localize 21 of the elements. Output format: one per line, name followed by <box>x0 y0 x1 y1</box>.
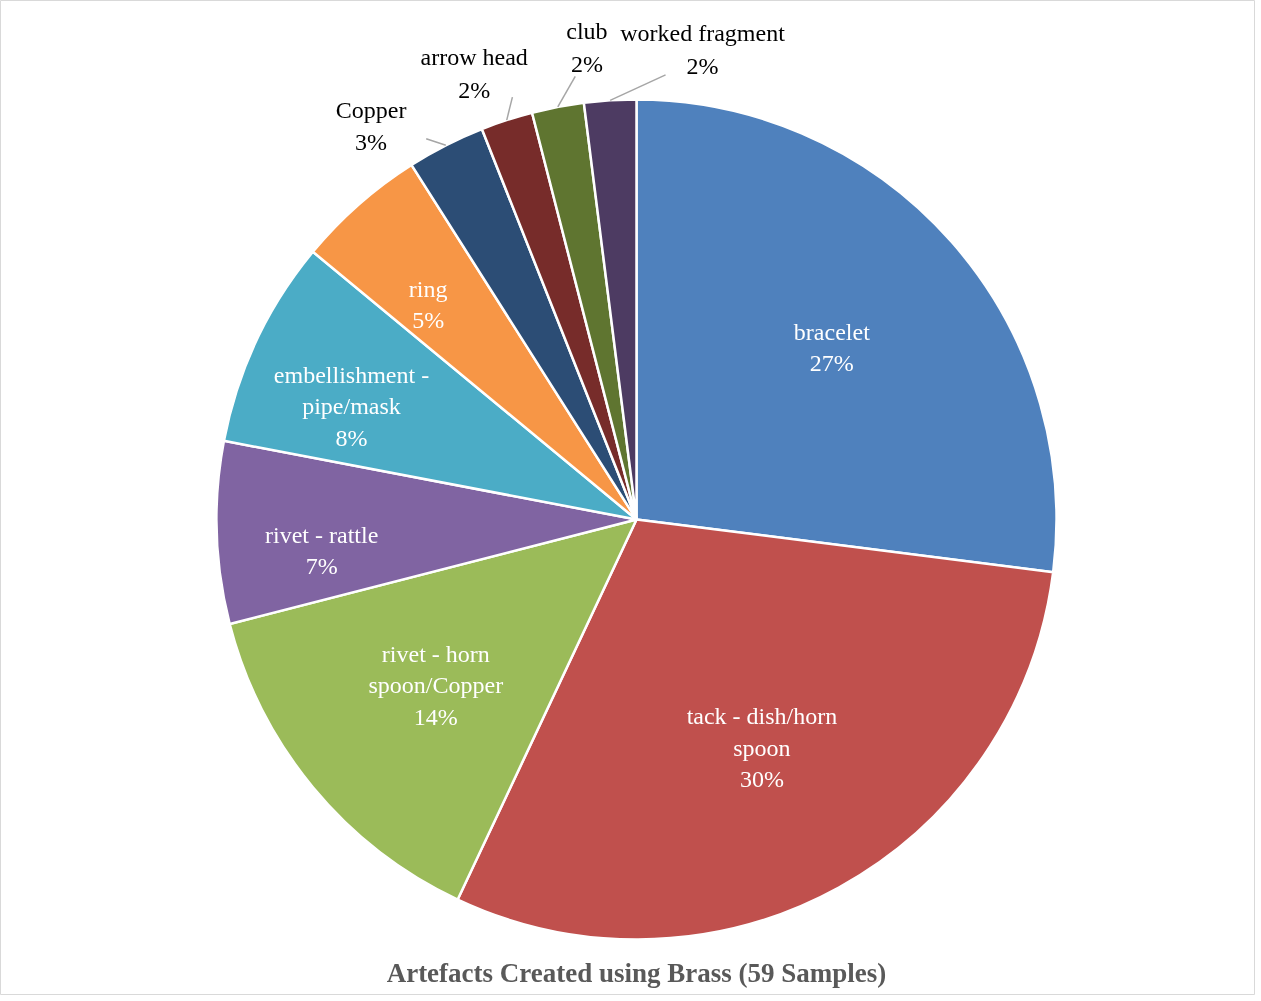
slice-label: tack - dish/horn spoon <box>686 703 838 761</box>
data-label: 8% <box>335 424 368 451</box>
slice-label: ring <box>408 275 448 302</box>
data-label: 2% <box>570 50 603 77</box>
slice-label: rivet - rattle <box>265 521 379 548</box>
slice-label: Copper <box>335 96 407 123</box>
slice-label: bracelet <box>793 318 871 345</box>
text: Artefacts Created using Brass (59 Samples) <box>386 958 887 989</box>
slice-label: embellishment - pipe/mask <box>273 362 430 420</box>
data-label: 3% <box>355 129 388 156</box>
data-label: 14% <box>413 703 458 730</box>
data-label: 2% <box>458 76 491 103</box>
slice-label: rivet - horn spoon/Copper <box>368 641 504 699</box>
data-label: 5% <box>412 306 445 333</box>
slice-label: worked fragment <box>620 20 786 47</box>
slice-label: club <box>566 18 608 45</box>
slice-label: arrow head <box>420 44 528 71</box>
data-label: 7% <box>305 552 338 579</box>
data-label: 2% <box>686 52 719 79</box>
data-label: 30% <box>739 765 784 792</box>
data-label: 27% <box>809 349 854 376</box>
